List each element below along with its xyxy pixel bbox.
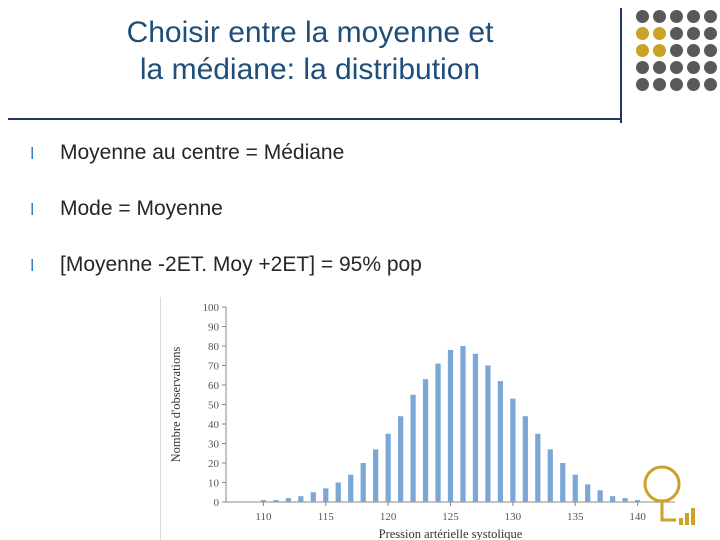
svg-text:60: 60 <box>208 380 220 392</box>
title-line-1: Choisir entre la moyenne et <box>126 16 494 49</box>
bullet-marker-icon: l <box>30 256 35 275</box>
bullet-text: Moyenne au centre = Médiane <box>60 141 345 164</box>
x-axis-label: Pression artérielle systolique <box>379 527 523 540</box>
decor-dot <box>670 27 683 40</box>
decor-dot <box>636 78 649 91</box>
svg-text:30: 30 <box>208 439 220 451</box>
decor-dot <box>636 44 649 57</box>
decor-dot <box>687 10 700 23</box>
svg-text:50: 50 <box>208 400 220 412</box>
bullet-text: Mode = Moyenne <box>60 197 223 220</box>
svg-text:40: 40 <box>208 419 220 431</box>
decor-dot <box>636 61 649 74</box>
bullet-text: [Moyenne -2ET. Moy +2ET] = 95% pop <box>60 253 422 276</box>
decor-dot <box>653 61 666 74</box>
decor-dot <box>704 27 717 40</box>
svg-text:0: 0 <box>214 497 220 509</box>
svg-text:125: 125 <box>442 511 459 523</box>
svg-text:120: 120 <box>380 511 397 523</box>
title-vertical-rule <box>620 8 622 123</box>
svg-text:135: 135 <box>567 511 584 523</box>
svg-text:90: 90 <box>208 322 220 334</box>
list-item: l Moyenne au centre = Médiane <box>30 140 630 165</box>
bullet-marker-icon: l <box>30 144 35 163</box>
decor-dot <box>704 61 717 74</box>
bullet-marker-icon: l <box>30 200 35 219</box>
slide-title: Choisir entre la moyenne et la médiane: … <box>0 14 620 88</box>
svg-text:115: 115 <box>318 511 335 523</box>
histogram-svg: 0 10 20 30 40 50 60 70 80 90 100 110 115 120 125 130 135… <box>169 302 675 540</box>
bullet-list: l Moyenne au centre = Médiane l Mode = M… <box>30 140 630 308</box>
title-line-2: la médiane: la distribution <box>139 53 481 86</box>
decor-dot <box>687 27 700 40</box>
svg-text:130: 130 <box>505 511 522 523</box>
decor-dot <box>653 44 666 57</box>
svg-text:100: 100 <box>203 302 220 314</box>
decor-dot <box>670 10 683 23</box>
decor-dot <box>670 78 683 91</box>
list-item: l [Moyenne -2ET. Moy +2ET] = 95% pop <box>30 252 630 277</box>
y-axis-label: Nombre d'observations <box>169 346 183 462</box>
svg-text:20: 20 <box>208 458 220 470</box>
decor-dot <box>704 10 717 23</box>
decor-dot <box>687 78 700 91</box>
figure-left-edge <box>160 297 161 540</box>
decor-dot <box>653 10 666 23</box>
svg-text:10: 10 <box>208 478 220 490</box>
decor-dot <box>636 10 649 23</box>
decor-dot <box>687 44 700 57</box>
decor-dot <box>687 61 700 74</box>
decor-dot <box>636 27 649 40</box>
magnifier-chart-logo-icon <box>643 465 700 526</box>
dot-grid-decoration <box>636 10 717 106</box>
histogram-figure: 0 10 20 30 40 50 60 70 80 90 100 110 115 120 125 130 135… <box>160 297 690 540</box>
svg-text:70: 70 <box>208 361 220 373</box>
list-item: l Mode = Moyenne <box>30 196 630 221</box>
histogram-canvas: 0 10 20 30 40 50 60 70 80 90 100 110 115 120 125 130 135… <box>160 297 690 540</box>
decor-dot <box>670 61 683 74</box>
decor-dot <box>704 44 717 57</box>
svg-text:110: 110 <box>255 511 272 523</box>
decor-dot <box>704 78 717 91</box>
decor-dot <box>670 44 683 57</box>
title-horizontal-rule <box>8 118 620 120</box>
svg-text:80: 80 <box>208 341 220 353</box>
decor-dot <box>653 78 666 91</box>
decor-dot <box>653 27 666 40</box>
svg-text:140: 140 <box>629 511 646 523</box>
